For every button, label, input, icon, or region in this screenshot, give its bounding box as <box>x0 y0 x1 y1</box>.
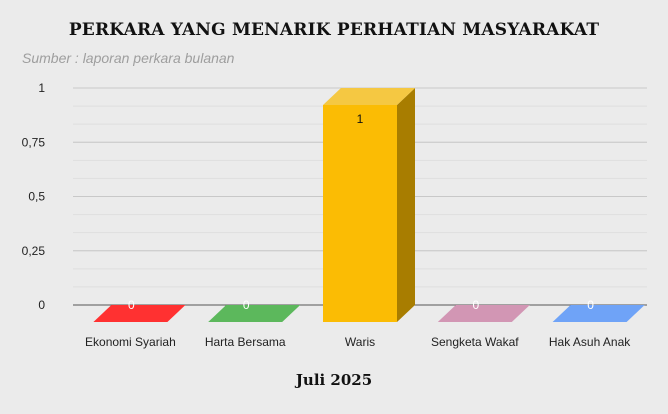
x-axis-title: Juli 2025 <box>295 371 373 389</box>
data-label: 0 <box>472 298 479 312</box>
x-tick-label: Ekonomi Syariah <box>85 335 176 349</box>
x-tick-label: Hak Asuh Anak <box>549 335 631 349</box>
data-label: 1 <box>357 112 364 126</box>
x-tick-label: Sengketa Wakaf <box>431 335 519 349</box>
y-tick-label: 0 <box>38 298 45 312</box>
bar <box>552 305 645 322</box>
bar-top <box>323 88 415 105</box>
y-tick-label: 0,75 <box>22 135 46 149</box>
y-tick-label: 0,25 <box>22 244 46 258</box>
y-tick-label: 0,5 <box>28 190 45 204</box>
chart-title: PERKARA YANG MENARIK PERHATIAN MASYARAKA… <box>68 20 600 40</box>
data-label: 0 <box>243 298 250 312</box>
x-tick-label: Harta Bersama <box>205 335 286 349</box>
bar-side <box>397 88 415 322</box>
bar <box>323 105 397 322</box>
chart-subtitle: Sumber : laporan perkara bulanan <box>22 50 235 66</box>
bar <box>437 305 530 322</box>
x-tick-label: Waris <box>345 335 375 349</box>
data-label: 0 <box>128 298 135 312</box>
bar <box>208 305 301 322</box>
bar <box>93 305 186 322</box>
data-label: 0 <box>587 298 594 312</box>
y-tick-label: 1 <box>38 81 45 95</box>
